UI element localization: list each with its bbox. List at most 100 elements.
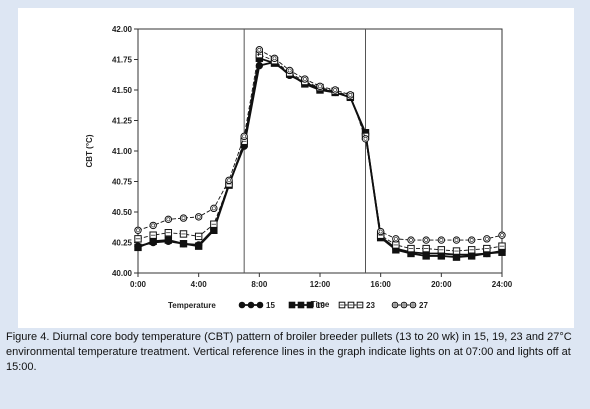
data-point-27-inner xyxy=(363,136,368,141)
data-point-27-inner xyxy=(333,88,338,92)
data-point-19 xyxy=(179,240,188,248)
data-point-27-inner xyxy=(409,238,413,242)
data-point-19 xyxy=(467,252,476,260)
data-point-27 xyxy=(331,86,339,94)
legend-label-19: 19 xyxy=(316,301,325,310)
data-point-27-inner xyxy=(257,47,262,52)
data-point-27 xyxy=(407,236,415,244)
data-point-27-inner xyxy=(484,236,489,241)
data-point-27 xyxy=(316,82,324,91)
data-point-27 xyxy=(240,132,248,141)
data-point-19 xyxy=(437,252,446,260)
data-point-19 xyxy=(210,226,218,235)
x-tick-label: 12:00 xyxy=(310,280,331,289)
data-point-27-inner xyxy=(136,228,140,233)
data-point-27-inner xyxy=(378,229,383,234)
figure-caption: Figure 4. Diurnal core body temperature … xyxy=(6,331,572,373)
legend-marker-27 xyxy=(409,301,417,309)
y-tick-label: 40.25 xyxy=(112,239,133,248)
legend-marker-19 xyxy=(297,301,305,309)
data-point-27 xyxy=(149,221,157,230)
data-point-27-inner xyxy=(227,178,231,183)
legend-marker-15 xyxy=(256,301,264,309)
y-tick-label: 40.00 xyxy=(112,269,133,278)
data-point-27 xyxy=(467,236,476,244)
data-point-19 xyxy=(194,242,203,250)
y-tick-label: 41.25 xyxy=(112,117,133,126)
legend-marker-27-inner xyxy=(393,303,397,307)
data-point-27 xyxy=(483,235,491,243)
data-point-27-inner xyxy=(454,238,459,242)
x-tick-label: 0:00 xyxy=(130,280,147,289)
data-point-27-inner xyxy=(318,84,322,89)
data-point-27-inner xyxy=(348,92,353,97)
data-point-27-inner xyxy=(166,217,171,222)
data-point-27 xyxy=(255,46,264,54)
data-point-27-inner xyxy=(242,134,247,139)
legend-label-15: 15 xyxy=(266,301,275,310)
data-point-27 xyxy=(452,236,461,244)
data-point-27-inner xyxy=(196,214,201,219)
legend-title: Temperature xyxy=(168,301,216,310)
legend-marker-27 xyxy=(391,301,399,309)
legend-label-23: 23 xyxy=(366,301,375,310)
data-point-27-inner xyxy=(302,77,307,81)
data-point-27-inner xyxy=(211,206,216,211)
data-point-27-inner xyxy=(181,216,186,221)
data-point-27-inner xyxy=(469,238,474,242)
data-point-27-inner xyxy=(424,238,429,242)
data-point-27 xyxy=(392,235,400,243)
data-point-27 xyxy=(346,91,355,99)
y-tick-label: 41.75 xyxy=(112,56,133,65)
legend-marker-27 xyxy=(400,301,408,309)
data-point-27-inner xyxy=(287,68,292,73)
y-tick-label: 40.50 xyxy=(112,208,133,217)
x-tick-label: 16:00 xyxy=(370,280,391,289)
data-point-27 xyxy=(270,54,279,62)
data-point-27-inner xyxy=(151,223,156,228)
y-tick-label: 41.50 xyxy=(112,86,133,95)
series-line-27 xyxy=(137,49,503,241)
data-point-27 xyxy=(225,176,233,184)
data-point-19 xyxy=(134,243,142,252)
y-axis-title: CBT (°C) xyxy=(85,134,94,167)
data-point-27 xyxy=(437,236,446,244)
data-point-27-inner xyxy=(272,56,277,61)
data-point-27 xyxy=(179,214,188,222)
data-point-27 xyxy=(376,227,385,236)
chart-panel: 40.00 40.25 40.50 40.75 41.00 41.25 41.50 41.75… xyxy=(18,8,574,328)
cbt-line-chart: 40.00 40.25 40.50 40.75 41.00 41.25 41.50 41.75… xyxy=(85,25,513,310)
x-tick-label: 24:00 xyxy=(492,280,513,289)
data-point-19 xyxy=(422,252,430,260)
data-point-27-inner xyxy=(500,233,504,238)
data-point-27 xyxy=(361,135,370,143)
y-tick-label: 41.00 xyxy=(112,147,133,156)
data-point-27 xyxy=(210,204,218,213)
y-tick-label: 42.00 xyxy=(112,25,133,34)
x-tick-label: 8:00 xyxy=(251,280,268,289)
legend-marker-15 xyxy=(247,301,255,309)
data-point-19 xyxy=(164,236,173,244)
data-point-27 xyxy=(164,215,173,224)
data-point-19 xyxy=(498,248,506,256)
legend-marker-19 xyxy=(306,301,314,309)
plot-frame xyxy=(137,28,503,274)
x-tick-label: 4:00 xyxy=(191,280,208,289)
data-point-27 xyxy=(422,236,430,244)
x-axis-title: Time xyxy=(311,300,330,309)
data-point-27 xyxy=(301,75,309,83)
x-tick-label: 20:00 xyxy=(431,280,452,289)
data-point-27 xyxy=(134,226,142,235)
data-point-27 xyxy=(498,231,506,239)
y-tick-label: 40.75 xyxy=(112,178,133,187)
legend-marker-19 xyxy=(288,301,296,309)
data-point-27 xyxy=(285,66,294,75)
data-point-19 xyxy=(149,237,157,245)
data-point-27-inner xyxy=(393,236,398,241)
data-point-19 xyxy=(452,253,461,261)
data-point-27-inner xyxy=(439,238,444,242)
data-point-27 xyxy=(194,213,203,221)
legend-marker-27-inner xyxy=(402,303,406,307)
legend-marker-15 xyxy=(238,301,246,309)
